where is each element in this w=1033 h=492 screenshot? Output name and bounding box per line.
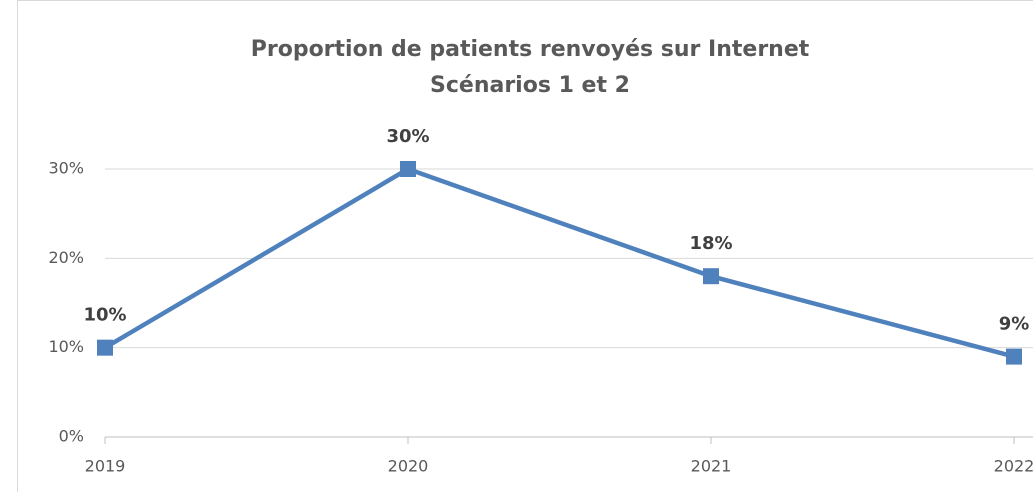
x-tick-label: 2021 xyxy=(691,457,732,476)
data-label: 9% xyxy=(999,314,1030,335)
x-tick-label: 2019 xyxy=(85,457,126,476)
y-tick-label: 0% xyxy=(59,427,84,446)
data-label: 18% xyxy=(689,233,732,254)
marker xyxy=(703,268,719,285)
chart-subtitle: Scénarios 1 et 2 xyxy=(430,73,630,98)
data-label: 10% xyxy=(83,305,126,326)
x-tick-label: 2020 xyxy=(388,457,429,476)
y-tick-label: 30% xyxy=(48,159,84,178)
marker xyxy=(400,161,416,177)
x-tick-label: 2022 xyxy=(994,457,1033,476)
chart-border xyxy=(17,0,1033,492)
marker xyxy=(1006,348,1022,365)
data-label: 30% xyxy=(386,126,429,147)
data-line xyxy=(103,166,1015,359)
y-tick-label: 20% xyxy=(48,248,84,267)
chart-title: Proportion de patients renvoyés sur Inte… xyxy=(251,37,810,62)
marker xyxy=(97,339,113,356)
y-tick-label: 10% xyxy=(48,337,84,356)
